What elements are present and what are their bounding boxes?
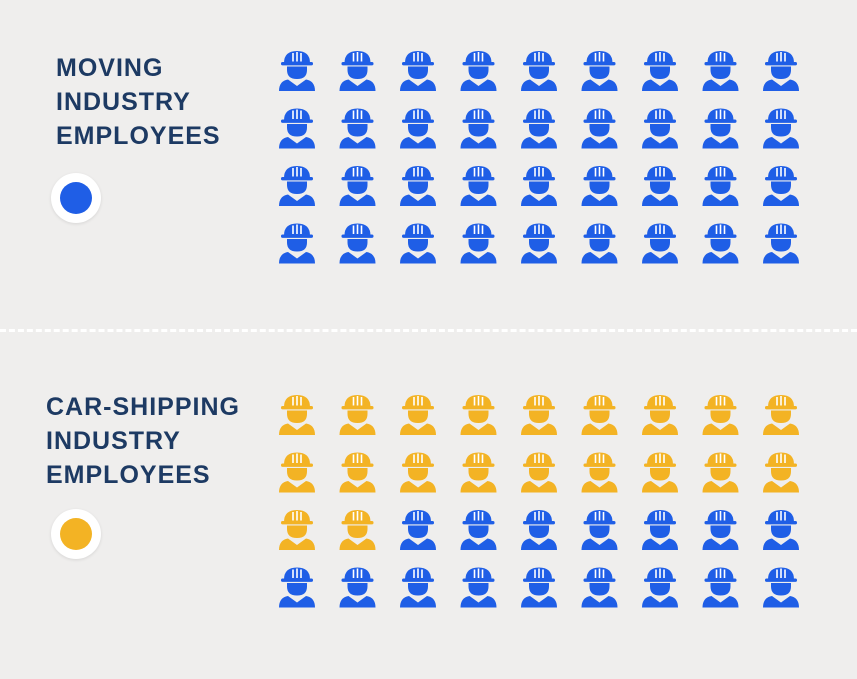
- car-shipping-worker-icon: [763, 452, 799, 493]
- moving-icon-grid: [279, 51, 799, 264]
- car-shipping-label: CAR-SHIPPING INDUSTRY EMPLOYEES: [46, 390, 240, 492]
- car-shipping-label-line-1: CAR-SHIPPING: [46, 393, 240, 421]
- car-shipping-worker-icon: [702, 567, 739, 608]
- car-shipping-worker-icon: [521, 452, 557, 493]
- moving-legend-dot: [60, 182, 92, 214]
- car-shipping-worker-icon: [339, 510, 376, 550]
- moving-worker-icon: [460, 166, 497, 206]
- car-shipping-legend-dot: [60, 518, 92, 550]
- car-shipping-worker-icon: [400, 395, 436, 435]
- moving-label-line-1: MOVING: [56, 54, 164, 82]
- car-shipping-worker-icon: [581, 452, 618, 493]
- car-shipping-worker-icon: [400, 510, 436, 550]
- car-shipping-label-line-2: INDUSTRY: [46, 427, 181, 455]
- car-shipping-worker-icon: [521, 395, 557, 435]
- moving-worker-icon: [581, 51, 618, 91]
- moving-worker-icon: [581, 223, 618, 264]
- car-shipping-worker-icon: [642, 452, 678, 493]
- car-shipping-worker-icon: [400, 452, 436, 493]
- car-shipping-worker-icon: [763, 395, 799, 435]
- car-shipping-worker-icon: [702, 452, 739, 493]
- car-shipping-worker-icon: [642, 510, 678, 550]
- car-shipping-worker-icon: [642, 395, 678, 435]
- car-shipping-worker-icon: [702, 395, 739, 435]
- car-shipping-worker-icon: [521, 510, 557, 550]
- moving-label-line-3: EMPLOYEES: [56, 122, 221, 150]
- moving-label: MOVING INDUSTRY EMPLOYEES: [56, 51, 221, 153]
- car-shipping-worker-icon: [763, 567, 799, 608]
- car-shipping-worker-icon: [521, 567, 557, 608]
- moving-worker-icon: [642, 51, 678, 91]
- moving-worker-icon: [521, 223, 557, 264]
- moving-worker-icon: [763, 166, 799, 206]
- section-divider: [0, 329, 857, 332]
- car-shipping-worker-icon: [339, 452, 376, 493]
- car-shipping-label-line-3: EMPLOYEES: [46, 461, 211, 489]
- moving-worker-icon: [339, 108, 376, 149]
- car-shipping-worker-icon: [581, 395, 618, 435]
- car-shipping-worker-icon: [460, 510, 497, 550]
- moving-worker-icon: [642, 166, 678, 206]
- car-shipping-worker-icon: [763, 510, 799, 550]
- moving-worker-icon: [339, 223, 376, 264]
- moving-worker-icon: [702, 166, 739, 206]
- moving-worker-icon: [339, 166, 376, 206]
- moving-worker-icon: [702, 108, 739, 149]
- moving-worker-icon: [763, 223, 799, 264]
- moving-worker-icon: [642, 223, 678, 264]
- moving-worker-icon: [400, 51, 436, 91]
- moving-worker-icon: [279, 51, 315, 91]
- moving-label-line-2: INDUSTRY: [56, 88, 191, 116]
- car-shipping-worker-icon: [460, 452, 497, 493]
- moving-worker-icon: [702, 223, 739, 264]
- moving-worker-icon: [460, 223, 497, 264]
- car-shipping-worker-icon: [339, 567, 376, 608]
- moving-legend-marker: [51, 173, 101, 223]
- moving-worker-icon: [460, 108, 497, 149]
- car-shipping-worker-icon: [460, 567, 497, 608]
- car-shipping-worker-icon: [702, 510, 739, 550]
- car-shipping-worker-icon: [642, 567, 678, 608]
- moving-worker-icon: [339, 51, 376, 91]
- car-shipping-worker-icon: [581, 567, 618, 608]
- moving-worker-icon: [763, 108, 799, 149]
- car-shipping-worker-icon: [279, 567, 315, 608]
- car-shipping-legend-marker: [51, 509, 101, 559]
- car-shipping-worker-icon: [279, 395, 315, 435]
- moving-worker-icon: [521, 166, 557, 206]
- car-shipping-icon-grid: [279, 395, 799, 608]
- car-shipping-worker-icon: [460, 395, 497, 435]
- moving-worker-icon: [521, 51, 557, 91]
- moving-worker-icon: [279, 223, 315, 264]
- car-shipping-worker-icon: [400, 567, 436, 608]
- moving-worker-icon: [521, 108, 557, 149]
- moving-worker-icon: [581, 166, 618, 206]
- moving-worker-icon: [763, 51, 799, 91]
- car-shipping-worker-icon: [279, 510, 315, 550]
- moving-worker-icon: [702, 51, 739, 91]
- moving-worker-icon: [642, 108, 678, 149]
- car-shipping-worker-icon: [339, 395, 376, 435]
- moving-worker-icon: [400, 166, 436, 206]
- moving-worker-icon: [279, 108, 315, 149]
- moving-worker-icon: [460, 51, 497, 91]
- car-shipping-worker-icon: [279, 452, 315, 493]
- moving-worker-icon: [400, 223, 436, 264]
- moving-worker-icon: [581, 108, 618, 149]
- moving-worker-icon: [279, 166, 315, 206]
- car-shipping-worker-icon: [581, 510, 618, 550]
- moving-worker-icon: [400, 108, 436, 149]
